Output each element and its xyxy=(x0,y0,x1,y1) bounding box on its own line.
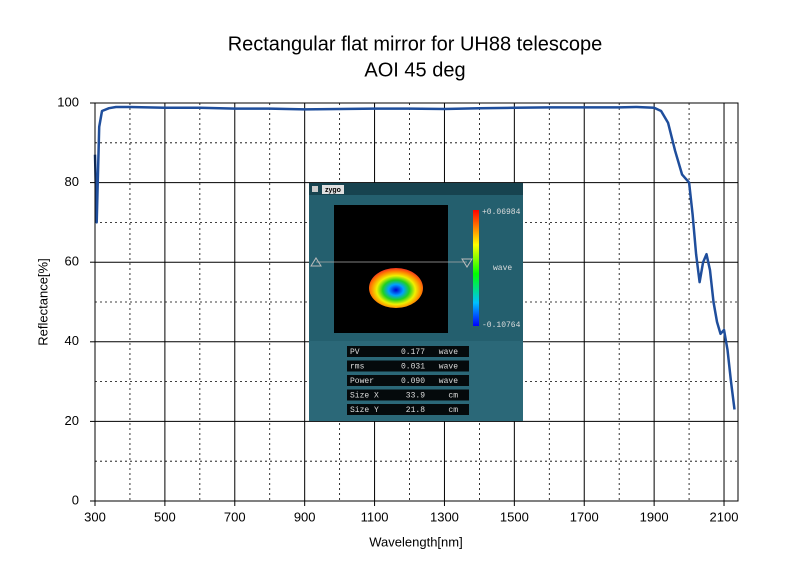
chart-title: Rectangular flat mirror for UH88 telesco… xyxy=(228,33,603,55)
x-tick-label: 700 xyxy=(224,509,246,524)
result-unit: cm xyxy=(448,392,458,401)
result-value: 0.031 xyxy=(401,363,425,372)
y-tick-label: 80 xyxy=(65,174,79,189)
scale-max: +0.06984 xyxy=(482,208,521,217)
result-row xyxy=(347,375,469,386)
result-unit: wave xyxy=(439,377,458,386)
x-tick-label: 300 xyxy=(84,509,106,524)
x-tick-label: 2100 xyxy=(710,509,739,524)
result-name: Size X xyxy=(350,392,379,401)
result-unit: wave xyxy=(439,363,458,372)
result-value: 21.8 xyxy=(406,406,425,415)
x-tick-label: 900 xyxy=(294,509,316,524)
color-scale xyxy=(473,210,479,326)
y-tick-label: 100 xyxy=(57,94,79,109)
plot-frame xyxy=(94,102,739,502)
chart-subtitle: AOI 45 deg xyxy=(364,59,465,81)
result-row xyxy=(347,360,469,372)
x-tick-label: 1500 xyxy=(500,509,529,524)
result-name: Size Y xyxy=(350,406,379,415)
x-tick-label: 1300 xyxy=(430,509,459,524)
x-tick-label: 1100 xyxy=(361,509,389,524)
result-value: 33.9 xyxy=(406,392,425,401)
result-name: Power xyxy=(350,377,374,386)
inset-icon xyxy=(312,186,318,192)
x-tick-label: 1700 xyxy=(570,509,599,524)
profile-marker xyxy=(310,257,322,267)
surface-map xyxy=(369,268,423,308)
result-unit: wave xyxy=(439,348,458,357)
result-row xyxy=(347,404,469,415)
scale-min: -0.10764 xyxy=(482,321,521,330)
result-row xyxy=(347,346,469,357)
x-axis-label: Wavelength[nm] xyxy=(369,534,462,549)
y-tick-label: 40 xyxy=(65,333,79,348)
inset-titlebar xyxy=(309,183,523,195)
plot xyxy=(93,105,736,410)
result-name: PV xyxy=(350,348,360,357)
profile-marker xyxy=(461,258,473,268)
scale-unit: wave xyxy=(493,264,512,273)
x-tick-label: 1900 xyxy=(640,509,669,524)
data-line xyxy=(93,105,736,410)
result-row xyxy=(347,389,469,401)
result-name: rms xyxy=(350,363,365,372)
y-tick-label: 20 xyxy=(65,413,79,428)
result-unit: cm xyxy=(448,406,458,415)
y-tick-label: 60 xyxy=(65,254,79,269)
inset-tab xyxy=(322,185,344,194)
result-value: 0.177 xyxy=(401,348,425,357)
y-tick-label: 0 xyxy=(72,492,79,507)
x-tick-label: 500 xyxy=(154,509,176,524)
inset-title: zygo xyxy=(325,187,341,194)
inset-window: zygo +0.06984 wave -0.10764 PV 0.177 wave r… xyxy=(309,183,523,421)
result-value: 0.090 xyxy=(401,377,425,386)
y-axis-label: Reflectance[%] xyxy=(35,258,50,345)
results: PV 0.177 wave rms 0.031 wave Power 0.090 wave Siz… xyxy=(347,346,469,415)
